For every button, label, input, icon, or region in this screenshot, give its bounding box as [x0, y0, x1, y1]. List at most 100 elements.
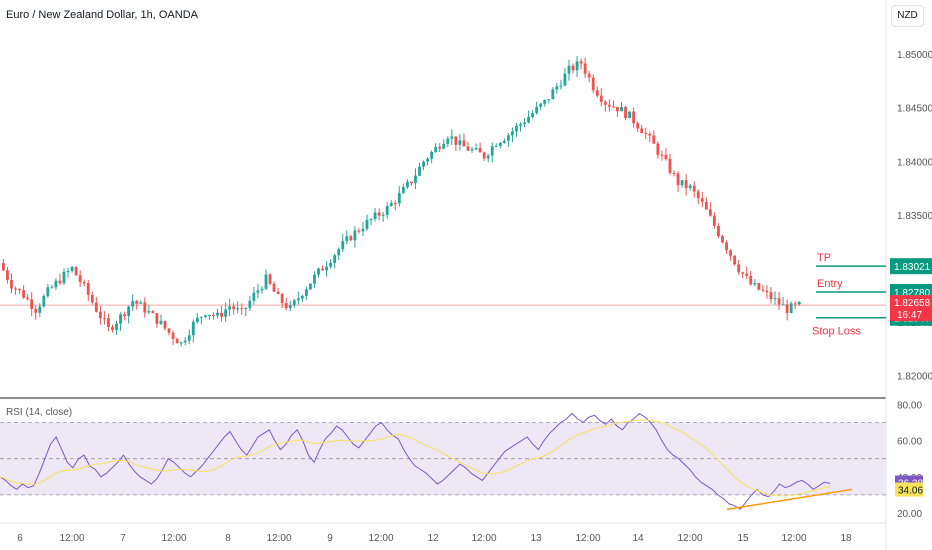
candle-body [309, 283, 312, 290]
price-tick-label: 1.83500 [897, 211, 932, 222]
rsi-tick-label: 80.00 [897, 400, 922, 411]
currency-button[interactable]: NZD [891, 5, 924, 27]
candle-body [708, 209, 712, 216]
candle-body [478, 148, 482, 153]
candle-body [450, 136, 454, 139]
candle-body [575, 61, 579, 71]
candle-body [288, 305, 292, 309]
time-tick-label: 8 [225, 533, 231, 544]
candle-body [18, 288, 21, 291]
candle-body [389, 203, 393, 207]
candle-body [321, 268, 324, 271]
level-value: 1.82780 [894, 288, 931, 299]
candle-body [14, 288, 17, 290]
candle-body [397, 193, 401, 204]
candle-body [10, 279, 13, 289]
candle-body [414, 175, 417, 184]
candle-body [163, 320, 167, 329]
candle-body [361, 228, 365, 232]
candle-body [684, 180, 688, 189]
candle-body [252, 292, 256, 301]
candle-body [656, 143, 660, 155]
candle-body [603, 101, 607, 105]
candle-body [86, 283, 90, 295]
candle-body [232, 306, 236, 310]
candle-body [159, 320, 163, 324]
candle-body [692, 185, 696, 192]
time-tick-label: 12:00 [677, 533, 702, 544]
candle-body [313, 274, 316, 284]
candle-body [296, 298, 300, 301]
candle-body [789, 303, 793, 314]
candle-body [543, 99, 547, 104]
candle-body [151, 311, 155, 314]
candle-body [628, 111, 631, 119]
candle-body [474, 148, 478, 150]
time-tick-label: 12:00 [161, 533, 186, 544]
time-tick-label: 12 [427, 533, 439, 544]
candle-body [240, 308, 244, 310]
countdown-value: 16:47 [897, 310, 922, 321]
candle-body [490, 146, 494, 156]
candle-body [171, 332, 175, 339]
candle-body [179, 342, 183, 344]
candle-body [494, 145, 498, 147]
time-tick-label: 12:00 [266, 533, 291, 544]
candle-body [38, 306, 42, 313]
candle-body [115, 323, 118, 330]
candle-body [660, 154, 664, 156]
candle-body [777, 298, 781, 305]
rsi-ma-line [0, 419, 831, 497]
candle-body [369, 219, 373, 221]
candle-body [236, 308, 240, 310]
candle-body [74, 266, 78, 276]
candle-body [636, 123, 640, 129]
time-tick-label: 15 [737, 533, 749, 544]
candle-body [781, 304, 785, 306]
candle-body [713, 215, 716, 226]
time-tick-label: 18 [840, 533, 852, 544]
candle-body [393, 203, 397, 205]
candle-body [139, 302, 143, 304]
time-tick-label: 6 [17, 533, 23, 544]
current-price-badge [890, 295, 932, 322]
candle-body [696, 191, 700, 199]
candle-body [506, 135, 510, 141]
candle-body [70, 266, 74, 272]
candle-body [260, 288, 264, 291]
time-tick-label: 7 [120, 533, 126, 544]
candle-body [203, 315, 207, 317]
rsi-ma-value: 34.06 [898, 486, 923, 497]
candle-body [50, 287, 54, 289]
candle-body [527, 117, 531, 123]
candle-body [640, 128, 644, 134]
candle-body [276, 291, 280, 294]
candle-body [98, 311, 102, 319]
candle-body [6, 270, 9, 280]
candle-body [377, 212, 381, 216]
candle-body [434, 146, 438, 153]
candle-body [78, 275, 82, 283]
candle-body [523, 122, 526, 125]
price-tick-label: 1.85000 [897, 50, 932, 61]
candle-body [515, 125, 518, 132]
candle-body [22, 290, 26, 298]
stop-loss-label: Stop Loss [812, 326, 861, 338]
candle-body [147, 311, 151, 313]
candle-body [90, 294, 94, 303]
candle-body [745, 273, 749, 276]
candle-body [385, 206, 389, 215]
candle-body [317, 268, 320, 275]
candle-body [620, 107, 623, 112]
time-tick-label: 12:00 [781, 533, 806, 544]
candle-body [34, 308, 38, 313]
candle-body [256, 290, 260, 293]
candle-body [579, 61, 583, 64]
candle-body [531, 113, 535, 118]
candle-body [381, 214, 385, 216]
candle-body [131, 300, 135, 307]
candle-body [195, 317, 199, 322]
price-tick-label: 1.84000 [897, 157, 932, 168]
